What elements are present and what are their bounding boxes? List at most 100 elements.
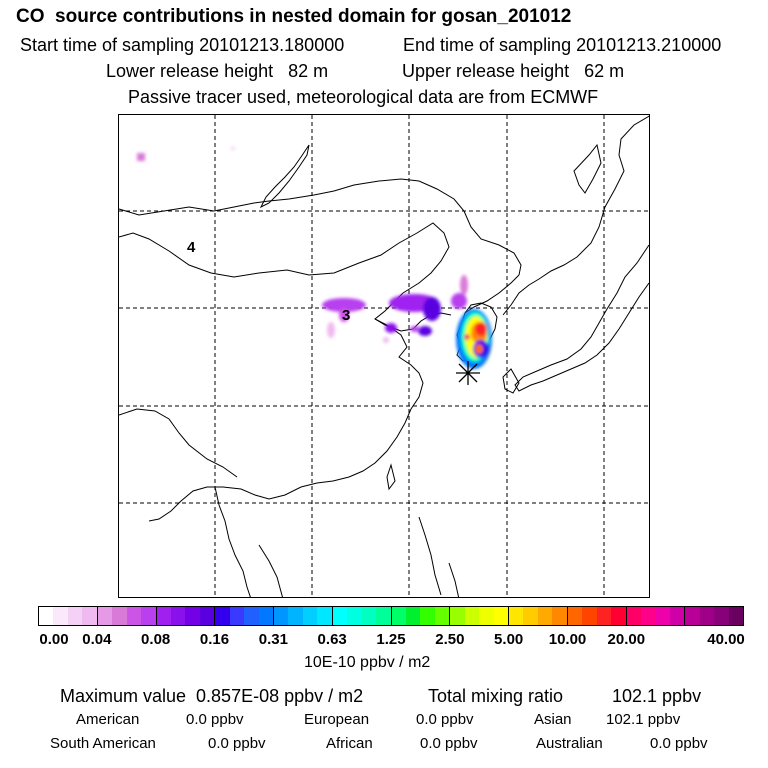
colorbar-swatch xyxy=(464,607,480,625)
upper-release-height: Upper release height 62 m xyxy=(402,61,625,81)
colorbar-segment xyxy=(391,607,451,625)
colorbar-swatch xyxy=(376,607,391,625)
colorbar-unit-label: 10E-10 ppbv / m2 xyxy=(304,654,431,671)
japan-honshu xyxy=(514,244,649,392)
colorbar-segment xyxy=(39,607,98,625)
end-time-label: End time of sampling 20101213.210000 xyxy=(403,35,722,55)
colorbar-segment xyxy=(215,607,274,625)
colorbar-segment xyxy=(685,607,743,625)
colorbar-segment xyxy=(626,607,686,625)
lake-baikal xyxy=(259,144,310,209)
region-label-4: 4 xyxy=(187,239,196,256)
start-time-label: Start time of sampling 20101213.180000 xyxy=(20,35,345,55)
south-china-coast xyxy=(148,480,334,522)
colorbar-segment xyxy=(332,607,392,625)
colorbar-swatch xyxy=(714,607,729,625)
colorbar-swatch xyxy=(332,607,348,625)
contribution-name: African xyxy=(326,735,373,752)
colorbar-swatch xyxy=(611,607,626,625)
mongolia-border xyxy=(119,222,450,294)
colorbar-swatch xyxy=(685,607,700,625)
tracer-note: Passive tracer used, meteorological data… xyxy=(128,87,599,107)
colorbar-swatch xyxy=(199,607,215,625)
colorbar-swatch xyxy=(699,607,715,625)
colorbar-segment xyxy=(97,607,157,625)
colorbar-swatch xyxy=(302,607,318,625)
colorbar-segment xyxy=(274,607,333,625)
colorbar-swatch xyxy=(170,607,186,625)
colorbar-swatch xyxy=(141,607,156,625)
maximum-value-label: Maximum value 0.857E-08 ppbv / m2 xyxy=(60,686,364,706)
colorbar-segment xyxy=(450,607,509,625)
colorbar-swatch xyxy=(185,607,200,625)
colorbar-swatch xyxy=(479,607,494,625)
ne-china-border xyxy=(464,274,520,314)
contribution-value: 0.0 ppbv xyxy=(650,735,708,752)
colorbar-tick-label: 10.00 xyxy=(548,631,587,648)
colorbar-swatch xyxy=(39,607,54,625)
contribution-value: 0.0 ppbv xyxy=(416,711,474,728)
vietnam-coast xyxy=(258,544,283,597)
colorbar-swatch xyxy=(288,607,303,625)
colorbar-tick-label: 0.16 xyxy=(199,631,230,648)
colorbar-swatch xyxy=(53,607,68,625)
colorbar-segment xyxy=(156,607,216,625)
colorbar-tick-label: 20.00 xyxy=(607,631,646,648)
colorbar-swatch xyxy=(640,607,656,625)
india-border xyxy=(119,408,238,478)
philippines-luzon xyxy=(418,516,442,596)
sakhalin xyxy=(573,143,602,194)
taiwan xyxy=(386,463,396,491)
tracer-plume xyxy=(137,147,492,369)
colorbar-swatch xyxy=(215,607,230,625)
colorbar xyxy=(38,606,744,626)
colorbar-tick-label: 0.63 xyxy=(317,631,347,648)
contribution-name: Australian xyxy=(536,735,603,752)
map-panel: 4 3 xyxy=(118,114,650,598)
colorbar-swatch xyxy=(156,607,171,625)
colorbar-swatch xyxy=(244,607,259,625)
colorbar-swatch xyxy=(493,607,508,625)
contribution-value: 0.0 ppbv xyxy=(208,735,266,752)
colorbar-tick-label: 0.31 xyxy=(258,631,288,648)
colorbar-tick-label: 40.00 xyxy=(707,631,745,648)
map-canvas: 4 3 xyxy=(119,115,649,597)
colorbar-swatch xyxy=(596,607,612,625)
total-mixing-ratio-label: Total mixing ratio xyxy=(428,686,564,706)
philippines-south xyxy=(448,562,460,597)
colorbar-tick-label: 5.00 xyxy=(494,631,524,648)
colorbar-swatch xyxy=(126,607,142,625)
colorbar-swatch xyxy=(450,607,465,625)
northern-border xyxy=(119,178,522,276)
colorbar-swatch xyxy=(420,607,435,625)
colorbar-swatch xyxy=(67,607,83,625)
colorbar-swatch xyxy=(434,607,450,625)
contribution-name: European xyxy=(304,711,370,728)
region-label-3: 3 xyxy=(342,307,350,324)
colorbar-swatch xyxy=(582,607,597,625)
colorbar-swatch xyxy=(229,607,245,625)
colorbar-swatch xyxy=(274,607,289,625)
contribution-name: Asian xyxy=(534,711,572,728)
plot-title: CO source contributions in nested domain… xyxy=(16,6,572,27)
contribution-name: American xyxy=(76,711,140,728)
map-coastlines xyxy=(119,115,649,597)
contribution-value: 102.1 ppbv xyxy=(606,711,681,728)
colorbar-swatch xyxy=(552,607,567,625)
colorbar-tick-label: 0.04 xyxy=(82,631,112,648)
colorbar-swatch xyxy=(82,607,97,625)
contribution-value: 0.0 ppbv xyxy=(186,711,244,728)
colorbar-tick-label: 0.00 xyxy=(39,631,69,648)
indochina-coast xyxy=(214,486,251,597)
colorbar-swatch xyxy=(669,607,685,625)
station-marker xyxy=(456,361,480,385)
colorbar-segment xyxy=(567,607,627,625)
colorbar-swatch xyxy=(317,607,332,625)
colorbar-swatch xyxy=(537,607,553,625)
colorbar-swatch xyxy=(523,607,538,625)
lower-release-height: Lower release height 82 m xyxy=(106,61,329,81)
colorbar-swatch xyxy=(97,607,113,625)
total-mixing-ratio-value: 102.1 ppbv xyxy=(612,686,702,706)
colorbar-swatch xyxy=(567,607,583,625)
china-east-coast xyxy=(332,318,424,482)
